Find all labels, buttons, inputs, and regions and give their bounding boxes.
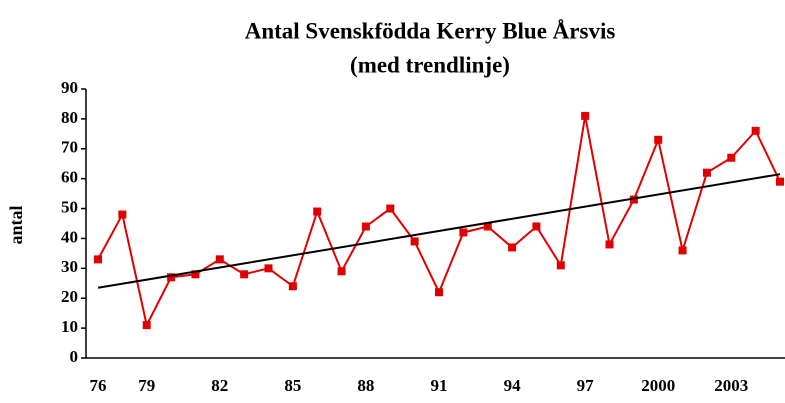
data-point — [508, 243, 517, 252]
x-tick-label: 97 — [577, 376, 595, 395]
data-point — [167, 273, 176, 282]
data-point — [678, 246, 687, 255]
data-point — [654, 135, 663, 144]
data-point — [702, 168, 711, 177]
x-tick-label: 88 — [357, 376, 374, 395]
y-tick-label: 60 — [61, 168, 78, 187]
data-point — [581, 111, 590, 120]
data-point — [361, 222, 370, 231]
data-point — [410, 237, 419, 246]
data-point — [483, 222, 492, 231]
data-point — [459, 228, 468, 237]
data-point — [629, 195, 638, 204]
data-point — [386, 204, 395, 213]
data-point — [191, 270, 200, 279]
trendline — [97, 173, 781, 289]
data-point — [751, 126, 760, 135]
data-point — [313, 207, 322, 216]
x-tick-label: 76 — [90, 376, 107, 395]
data-point — [605, 240, 614, 249]
x-tick-label: 2003 — [714, 376, 748, 395]
y-tick-label: 90 — [61, 78, 78, 97]
data-point — [240, 270, 249, 279]
data-point — [776, 177, 784, 186]
data-point — [727, 153, 736, 162]
x-tick-label: 2000 — [641, 376, 675, 395]
data-point — [264, 264, 273, 273]
x-tick-label: 79 — [138, 376, 155, 395]
y-tick-label: 80 — [61, 108, 78, 127]
chart-title: Antal Svenskfödda Kerry Blue Årsvis — [245, 18, 616, 43]
data-point — [532, 222, 541, 231]
data-point — [435, 288, 443, 297]
y-tick-label: 20 — [61, 287, 78, 306]
data-point — [94, 255, 102, 264]
x-tick-label: 85 — [284, 376, 301, 395]
y-axis-label: antal — [6, 205, 26, 244]
x-tick-label: 94 — [504, 376, 522, 395]
y-tick-label: 70 — [61, 138, 78, 157]
data-point — [288, 282, 297, 291]
y-tick-label: 0 — [70, 347, 79, 366]
y-tick-label: 10 — [61, 317, 78, 336]
data-point — [142, 321, 151, 330]
y-tick-label: 30 — [61, 257, 78, 276]
y-tick-label: 50 — [61, 197, 78, 216]
data-point — [337, 267, 346, 276]
data-point — [118, 210, 127, 219]
x-tick-label: 91 — [431, 376, 448, 395]
data-point — [556, 261, 565, 270]
data-point — [215, 255, 224, 264]
chart-subtitle: (med trendlinje) — [350, 52, 510, 77]
x-tick-label: 82 — [211, 376, 228, 395]
y-tick-label: 40 — [61, 227, 78, 246]
